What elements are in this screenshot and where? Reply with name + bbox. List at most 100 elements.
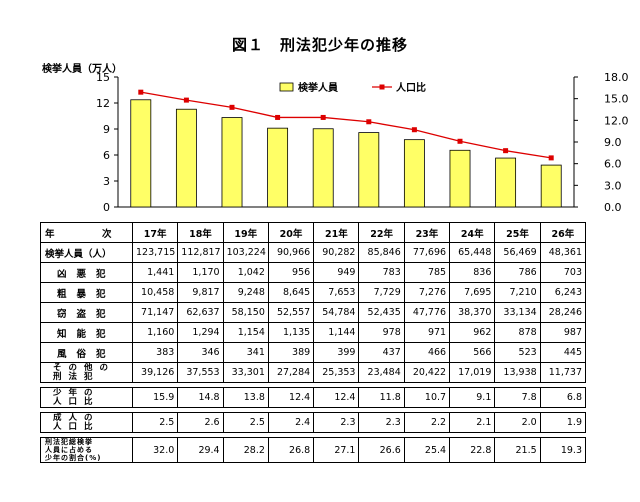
value-cell: 6,243 [539,282,587,303]
table-row: 知能犯 1,160 1,294 1,154 1,135 1,144 978 971 962 878… [40,322,587,343]
value-cell: 22.8 [449,437,496,463]
row-label-cell: 風俗犯 [40,342,133,363]
value-cell: 2.5 [131,412,179,433]
table-row: 成人の 人口比 2.5 2.6 2.5 2.4 2.3 2.3 2.2 2.1 2.0 1.9 [40,412,587,433]
y-axis-label: 検挙人員（万人） [42,64,122,75]
legend-line-label: 人口比 [396,81,426,94]
value-cell: 949 [313,262,360,283]
value-cell: 39,126 [131,362,179,383]
right-tick-label: 3.0 [604,179,622,192]
ratio-line [140,91,552,159]
ratio-point [183,97,189,103]
value-cell: 11.8 [358,387,405,408]
bar [495,157,517,208]
year-header-cell: 23年 [403,222,451,243]
value-cell: 48,361 [539,242,587,263]
legend-line-marker [379,84,385,90]
ratio-point [411,127,417,133]
table-row: 少年の 人口比 15.9 14.8 13.8 12.4 12.4 11.8 10.7 9.1 7.8… [40,387,587,408]
value-cell: 399 [313,342,360,363]
value-cell: 7,210 [494,282,541,303]
value-cell: 71,147 [131,302,179,323]
value-cell: 17,019 [449,362,496,383]
value-cell: 1,144 [313,322,360,343]
value-cell: 783 [358,262,405,283]
value-cell: 2.6 [177,412,224,433]
value-cell: 13,938 [494,362,541,383]
value-cell: 786 [494,262,541,283]
page-title: 図１ 刑法犯少年の推移 [231,36,408,54]
value-cell: 7,729 [358,282,405,303]
row-label-cell: 刑法犯総検挙 人員に占める 少年の割合(%) [40,437,133,463]
row-label-cell: 凶悪犯 [40,262,133,283]
bar [267,127,289,208]
value-cell: 27.1 [313,437,360,463]
value-cell: 1.9 [539,412,587,433]
year-header-cell: 20年 [267,222,315,243]
value-cell: 1,154 [222,322,269,343]
table-row: 粗暴犯 10,458 9,817 9,248 8,645 7,653 7,729 7,276 7… [40,282,587,303]
left-tick-label: 15 [96,71,110,84]
table-row: その他の 刑法犯 39,126 37,553 33,301 27,284 25,353 23,… [40,362,587,383]
value-cell: 37,553 [177,362,224,383]
value-cell: 33,301 [222,362,269,383]
value-cell: 58,150 [222,302,269,323]
value-cell: 2.2 [403,412,451,433]
value-cell: 2.4 [267,412,315,433]
year-header-cell: 24年 [449,222,496,243]
value-cell: 7,276 [403,282,451,303]
value-cell: 523 [494,342,541,363]
value-cell: 26.6 [358,437,405,463]
value-cell: 25.4 [403,437,451,463]
value-cell: 112,817 [177,242,224,263]
value-cell: 28.2 [222,437,269,463]
table-row: 窃盗犯 71,147 62,637 58,150 52,557 54,784 52,435 4… [40,302,587,323]
value-cell: 346 [177,342,224,363]
year-header-cell: 18年 [177,222,224,243]
value-cell: 62,637 [177,302,224,323]
value-cell: 7,695 [449,282,496,303]
bar [221,117,243,208]
row-label-cell: 知能犯 [40,322,133,343]
data-table: 年 次 17年 18年 19年 20年 21年 22年 23年 24年 25年 26年 検挙人員（人）… [40,222,587,463]
row-label-cell: 成人の 人口比 [40,412,133,433]
value-cell: 1,441 [131,262,179,283]
value-cell: 10.7 [403,387,451,408]
ratio-point [366,119,372,125]
bar [358,132,380,208]
table-row: 検挙人員（人） 123,715 112,817 103,224 90,966 90,282… [40,242,587,263]
value-cell: 2.5 [222,412,269,433]
row-label-cell: その他の 刑法犯 [40,362,133,383]
left-tick-label: 9 [103,123,110,136]
table-row: 凶悪犯 1,441 1,170 1,042 956 949 783 785 836 786 703 [40,262,587,283]
value-cell: 15.9 [131,387,179,408]
bar [540,164,562,208]
value-cell: 103,224 [222,242,269,263]
bar [403,139,425,208]
row-label-cell: 粗暴犯 [40,282,133,303]
value-cell: 90,282 [313,242,360,263]
right-tick-label: 9.0 [604,136,622,149]
value-cell: 27,284 [267,362,315,383]
value-cell: 9,248 [222,282,269,303]
value-cell: 65,448 [449,242,496,263]
value-cell: 437 [358,342,405,363]
value-cell: 123,715 [131,242,179,263]
value-cell: 14.8 [177,387,224,408]
ratio-point [275,114,281,120]
value-cell: 6.8 [539,387,587,408]
ratio-point [320,114,326,120]
left-tick-label: 3 [103,175,110,188]
value-cell: 9.1 [449,387,496,408]
year-header-cell: 25年 [494,222,541,243]
value-cell: 878 [494,322,541,343]
value-cell: 19.3 [539,437,587,463]
value-cell: 11,737 [539,362,587,383]
value-cell: 987 [539,322,587,343]
value-cell: 1,135 [267,322,315,343]
value-cell: 56,469 [494,242,541,263]
row-label-cell: 少年の 人口比 [40,387,133,408]
value-cell: 2.3 [358,412,405,433]
value-cell: 12.4 [313,387,360,408]
value-cell: 23,484 [358,362,405,383]
